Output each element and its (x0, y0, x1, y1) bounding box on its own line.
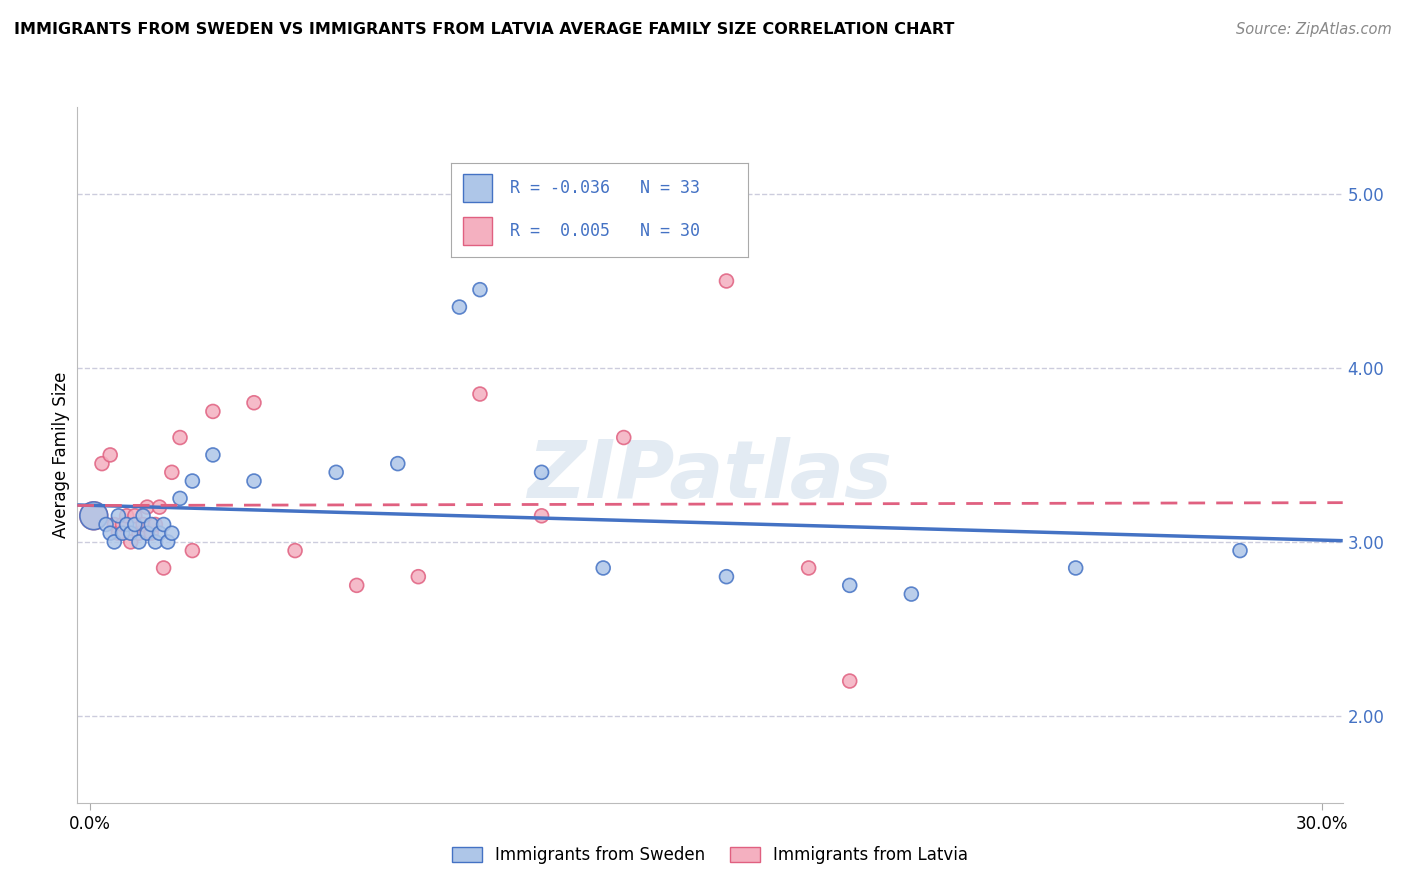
Point (98, 448, 121, 462)
Point (148, 526, 170, 541)
Point (124, 508, 146, 523)
Point (468, 387, 491, 401)
Point (136, 526, 159, 541)
Point (181, 474, 204, 488)
Point (169, 431, 191, 445)
Point (103, 517, 125, 532)
Point (145, 535, 167, 549)
Point (111, 517, 134, 532)
Point (468, 283, 491, 297)
Point (160, 466, 183, 480)
Point (716, 274, 738, 288)
Point (83, 508, 105, 523)
Point (530, 508, 553, 523)
Point (136, 500, 159, 514)
Point (107, 526, 129, 541)
Point (160, 526, 183, 541)
Point (716, 570, 738, 584)
Point (107, 508, 129, 523)
Point (152, 517, 174, 532)
Point (325, 466, 347, 480)
Point (148, 500, 170, 514)
Point (103, 535, 125, 549)
Point (838, 674, 860, 689)
Text: IMMIGRANTS FROM SWEDEN VS IMMIGRANTS FROM LATVIA AVERAGE FAMILY SIZE CORRELATION: IMMIGRANTS FROM SWEDEN VS IMMIGRANTS FRO… (14, 22, 955, 37)
Y-axis label: Average Family Size: Average Family Size (52, 372, 70, 538)
Point (132, 508, 155, 523)
Point (120, 526, 142, 541)
Point (243, 396, 266, 410)
Point (141, 526, 163, 541)
Point (838, 578, 860, 592)
Point (98, 526, 121, 541)
Point (132, 517, 155, 532)
Point (169, 491, 191, 506)
Point (115, 517, 138, 532)
Point (243, 474, 266, 488)
Point (111, 526, 134, 541)
Point (387, 457, 409, 471)
Point (152, 561, 174, 575)
Point (201, 448, 224, 462)
Point (284, 543, 307, 558)
Point (115, 508, 138, 523)
Point (1229, 543, 1251, 558)
Point (201, 404, 224, 418)
Point (128, 526, 150, 541)
Point (181, 543, 204, 558)
Point (124, 517, 146, 532)
Point (449, 300, 471, 314)
Point (145, 517, 167, 532)
Point (592, 561, 614, 575)
Text: Source: ZipAtlas.com: Source: ZipAtlas.com (1236, 22, 1392, 37)
Point (156, 535, 179, 549)
Point (91, 457, 114, 471)
Point (346, 578, 368, 592)
Legend: Immigrants from Sweden, Immigrants from Latvia: Immigrants from Sweden, Immigrants from … (451, 846, 969, 864)
Point (408, 570, 430, 584)
Point (120, 535, 142, 549)
Point (797, 561, 820, 575)
Point (900, 587, 922, 601)
Point (94, 517, 117, 532)
Point (1064, 561, 1087, 575)
Point (530, 466, 553, 480)
Point (613, 431, 636, 445)
Text: ZIPatlas: ZIPatlas (527, 437, 893, 515)
Point (83, 508, 105, 523)
Point (128, 535, 150, 549)
Point (141, 517, 163, 532)
